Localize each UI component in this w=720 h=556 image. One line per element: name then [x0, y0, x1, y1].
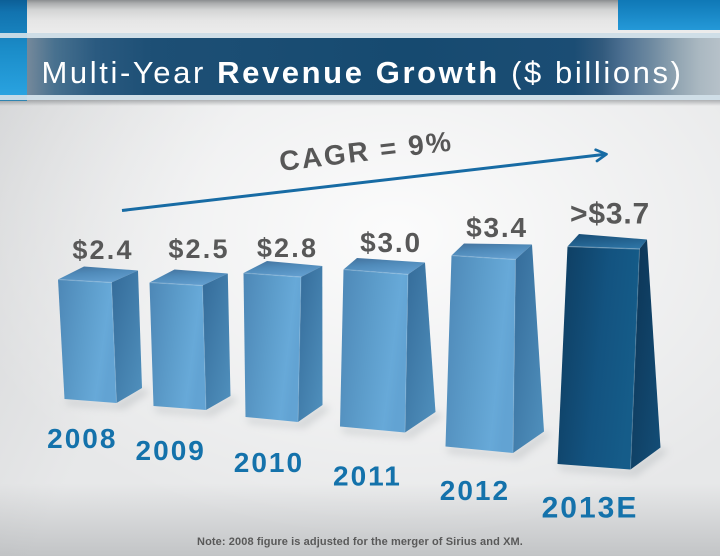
- svg-text:$3.0: $3.0: [360, 227, 422, 258]
- svg-text:2012: 2012: [440, 475, 510, 506]
- svg-text:2011: 2011: [333, 461, 402, 492]
- svg-text:$2.5: $2.5: [168, 234, 229, 264]
- svg-text:$2.8: $2.8: [257, 233, 318, 263]
- svg-text:2013E: 2013E: [542, 492, 639, 525]
- svg-text:2010: 2010: [234, 447, 304, 478]
- svg-text:CAGR = 9%: CAGR = 9%: [278, 125, 455, 176]
- svg-text:2009: 2009: [136, 435, 206, 466]
- svg-text:$2.4: $2.4: [72, 235, 133, 265]
- svg-text:>$3.7: >$3.7: [570, 198, 650, 231]
- svg-text:2008: 2008: [47, 423, 117, 454]
- svg-text:$3.4: $3.4: [466, 212, 528, 243]
